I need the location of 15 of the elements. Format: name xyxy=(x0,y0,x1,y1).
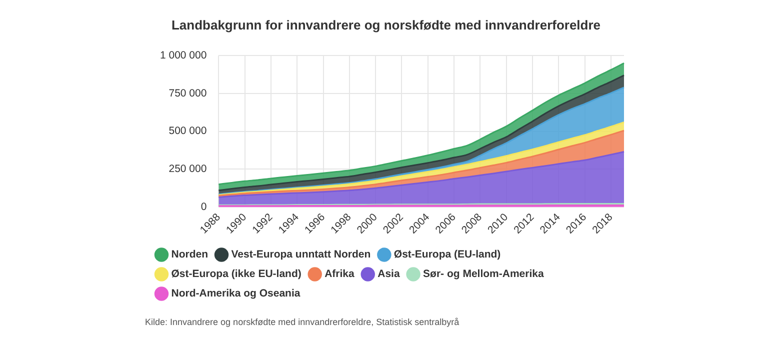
y-tick-label: 1 000 000 xyxy=(160,49,207,62)
legend-label: Øst-Europa (ikke EU-land) xyxy=(171,268,302,280)
legend-label: Nord-Amerika og Oseania xyxy=(171,288,300,300)
y-tick-label: 750 000 xyxy=(168,87,207,100)
text: Kilde: Innvandrere og norskfødte med innvandrerforeldre, Statistisk sentralbyrå xyxy=(145,316,460,327)
chart-title: Landbakgrunn for innvandrere og norskfødte med innvandrerforeldre xyxy=(171,17,601,32)
legend-label: Asia xyxy=(378,268,400,280)
y-tick-label: 500 000 xyxy=(168,125,207,138)
y-tick-label: 250 000 xyxy=(168,163,207,176)
y-tick-label: 0 xyxy=(200,200,207,213)
legend-label: Norden xyxy=(171,248,208,261)
legend-label: Afrika xyxy=(324,268,355,280)
legend-label: Vest-Europa unntatt Norden xyxy=(231,248,371,261)
legend-label: Sør- og Mellom-Amerika xyxy=(423,268,544,280)
legend-label: Øst-Europa (EU-land) xyxy=(394,248,501,261)
